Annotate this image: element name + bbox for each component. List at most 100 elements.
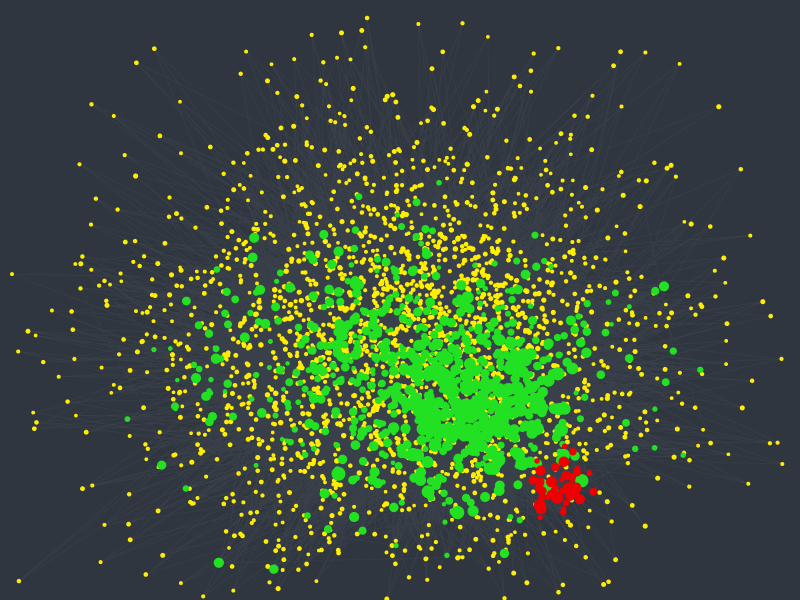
- node: [324, 284, 334, 295]
- node: [304, 352, 309, 357]
- node: [384, 192, 389, 197]
- node: [10, 272, 14, 277]
- node: [253, 489, 258, 495]
- node: [490, 537, 496, 543]
- node: [230, 336, 236, 342]
- node: [311, 278, 316, 283]
- node: [442, 257, 448, 263]
- node: [386, 409, 392, 414]
- node: [381, 402, 386, 408]
- node: [347, 417, 352, 422]
- node: [330, 372, 336, 379]
- node: [422, 307, 431, 316]
- node: [275, 365, 285, 375]
- node: [475, 470, 481, 475]
- node: [80, 254, 85, 259]
- node: [497, 559, 501, 564]
- node: [287, 301, 294, 308]
- node: [195, 496, 200, 500]
- node: [253, 417, 259, 422]
- node: [178, 267, 184, 273]
- node: [560, 393, 566, 399]
- node: [294, 323, 303, 332]
- node: [304, 512, 311, 519]
- node: [358, 526, 367, 535]
- node: [583, 441, 588, 446]
- node: [222, 389, 228, 394]
- node: [400, 289, 405, 294]
- node: [461, 486, 467, 491]
- node: [383, 489, 388, 494]
- node: [370, 189, 375, 194]
- node: [489, 393, 495, 398]
- node: [457, 317, 463, 322]
- node: [309, 145, 314, 150]
- node: [551, 367, 565, 381]
- node: [310, 474, 315, 480]
- node: [482, 300, 487, 305]
- node: [574, 494, 586, 505]
- node: [348, 511, 360, 523]
- node: [260, 147, 265, 152]
- node: [405, 198, 410, 204]
- node: [416, 316, 421, 322]
- node: [405, 318, 414, 326]
- node: [336, 550, 342, 556]
- node: [251, 302, 256, 308]
- node: [531, 470, 536, 475]
- node: [399, 213, 405, 219]
- node: [597, 490, 602, 495]
- node: [132, 238, 138, 244]
- node: [426, 523, 431, 528]
- node: [284, 390, 289, 395]
- node: [195, 275, 200, 281]
- node: [314, 221, 319, 226]
- node: [515, 156, 520, 161]
- node: [347, 255, 352, 260]
- node: [195, 413, 201, 419]
- node: [534, 196, 539, 201]
- node: [297, 379, 304, 386]
- node: [378, 379, 386, 388]
- node: [204, 204, 210, 210]
- node: [453, 401, 463, 412]
- node: [296, 289, 302, 295]
- node: [171, 390, 176, 395]
- node: [584, 288, 590, 294]
- node: [321, 459, 326, 464]
- node: [248, 342, 252, 347]
- node: [626, 304, 632, 310]
- node: [144, 332, 149, 337]
- node: [454, 344, 460, 350]
- node: [626, 276, 632, 281]
- node: [88, 222, 94, 227]
- node: [400, 263, 405, 268]
- node: [558, 131, 564, 137]
- node: [194, 269, 199, 274]
- node: [488, 280, 494, 285]
- node: [366, 412, 372, 418]
- node: [424, 556, 429, 561]
- node: [623, 337, 629, 343]
- node: [518, 336, 526, 344]
- node: [414, 283, 420, 288]
- node: [291, 123, 297, 129]
- node: [528, 68, 534, 74]
- node: [483, 273, 488, 277]
- node: [378, 450, 386, 458]
- node: [195, 442, 201, 447]
- node: [314, 451, 319, 456]
- node: [497, 441, 505, 449]
- node: [605, 445, 611, 450]
- node: [539, 356, 548, 365]
- node: [341, 418, 346, 423]
- node: [470, 445, 478, 454]
- node: [394, 187, 400, 193]
- node: [284, 410, 290, 416]
- node: [637, 204, 643, 210]
- node: [624, 353, 634, 363]
- node: [333, 287, 344, 297]
- node: [421, 249, 432, 260]
- node: [634, 321, 640, 327]
- node: [300, 103, 305, 108]
